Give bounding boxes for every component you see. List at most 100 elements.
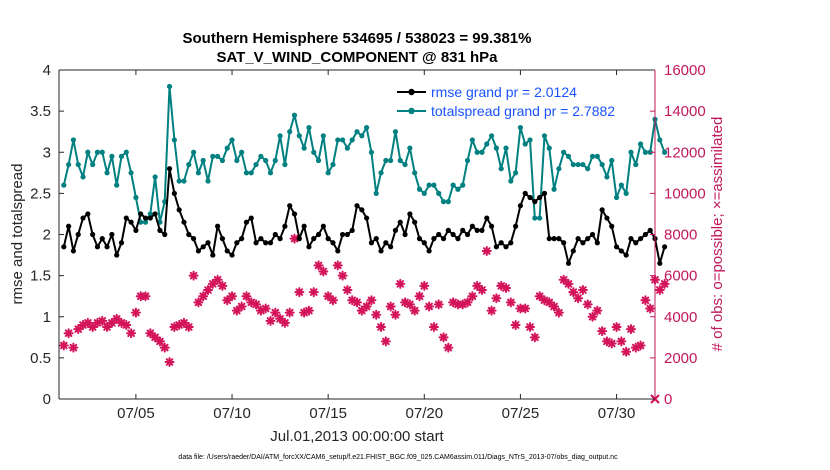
totalspread-point	[426, 182, 432, 188]
rmse-point	[330, 240, 336, 246]
axes-layer: 0 0.5 1 1.5 2 2.5 3 3.5 4 0 2000 4000 6000 8000 10000 1…	[30, 62, 706, 422]
rmse-point	[258, 236, 264, 242]
rmse-point	[556, 236, 562, 242]
rmse-point	[195, 248, 201, 254]
totalspread-point	[585, 166, 591, 172]
rmse-point	[234, 240, 240, 246]
rmse-point	[248, 215, 254, 221]
rmse-point	[508, 240, 514, 246]
totalspread-point	[229, 137, 235, 143]
obs-marker	[433, 299, 444, 310]
totalspread-point	[488, 133, 495, 139]
rmse-point	[181, 219, 187, 225]
legend-spread-marker	[408, 107, 415, 115]
rmse-point	[580, 240, 586, 246]
obs-marker	[443, 342, 454, 353]
rmse-point	[609, 223, 615, 229]
totalspread-point	[190, 149, 197, 155]
rmse-point	[306, 244, 312, 250]
rmse-point	[392, 227, 399, 233]
obs-marker	[505, 297, 516, 308]
rmse-point	[320, 223, 326, 229]
x-tick-label: 07/10	[213, 405, 251, 422]
x-tick-label: 07/05	[117, 405, 155, 422]
totalspread-point	[493, 145, 499, 151]
totalspread-point	[181, 178, 187, 184]
obs-marker	[587, 311, 598, 322]
totalspread-point	[513, 170, 519, 176]
y-tick-label-right: 16000	[664, 62, 706, 79]
obs-marker	[164, 356, 175, 367]
rmse-point	[402, 231, 408, 238]
obs-marker	[371, 309, 382, 320]
obs-marker	[217, 280, 228, 291]
totalspread-point	[128, 170, 134, 176]
obs-marker	[87, 322, 98, 333]
obs-marker	[323, 291, 334, 302]
obs-marker	[621, 346, 632, 357]
totalspread-point	[99, 149, 105, 155]
totalspread-point	[301, 145, 307, 151]
rmse-point	[80, 215, 86, 221]
obs-marker	[611, 322, 622, 333]
rmse-point	[176, 207, 182, 213]
totalspread-point	[248, 170, 254, 176]
rmse-point	[637, 236, 644, 242]
rmse-point	[368, 240, 375, 246]
obs-marker	[159, 342, 170, 353]
totalspread-point	[637, 141, 644, 147]
totalspread-point	[416, 186, 423, 192]
y-tick-label-left: 2.5	[30, 185, 51, 202]
obs-marker	[395, 278, 406, 289]
rmse-point	[613, 244, 620, 250]
totalspread-point	[450, 182, 456, 188]
totalspread-point	[479, 149, 485, 155]
obs-marker	[289, 233, 300, 244]
x-tick-label: 07/25	[502, 405, 540, 422]
totalspread-point	[642, 149, 648, 155]
totalspread-point	[469, 137, 475, 143]
rmse-point	[311, 236, 317, 242]
obs-marker	[126, 328, 137, 339]
rmse-point	[291, 211, 298, 217]
rmse-point	[628, 236, 634, 242]
obs-marker	[73, 324, 84, 335]
obs-marker	[659, 278, 670, 289]
obs-marker	[438, 332, 449, 343]
totalspread-point	[604, 174, 610, 180]
rmse-point	[354, 203, 360, 209]
rmse-point	[162, 231, 168, 238]
rmse-point	[325, 236, 331, 242]
rmse-point	[407, 211, 413, 217]
rmse-point	[488, 223, 495, 229]
totalspread-point	[633, 161, 639, 168]
y-tick-label-left: 0	[43, 391, 51, 408]
rmse-point	[585, 236, 591, 242]
rmse-point	[296, 236, 302, 242]
y-tick-label-left: 1.5	[30, 268, 51, 285]
obs-marker	[597, 326, 608, 337]
totalspread-point	[215, 153, 221, 159]
totalspread-point	[498, 166, 504, 172]
obs-marker	[130, 307, 141, 318]
obs-marker	[529, 332, 540, 343]
obs-marker	[265, 315, 276, 326]
obs-marker	[270, 307, 281, 318]
rmse-point	[551, 236, 557, 242]
obs-marker	[549, 301, 560, 312]
totalspread-point	[354, 129, 360, 135]
totalspread-point	[561, 149, 567, 155]
totalspread-point	[94, 149, 101, 155]
y-tick-label-left: 1	[43, 309, 51, 326]
obs-marker	[582, 299, 593, 310]
rmse-point	[94, 244, 101, 250]
rmse-point	[464, 231, 471, 238]
totalspread-point	[80, 174, 86, 180]
totalspread-point	[330, 161, 336, 168]
totalspread-point	[392, 129, 399, 135]
obs-marker	[58, 340, 69, 351]
rmse-point	[210, 252, 216, 258]
obs-marker	[563, 278, 574, 289]
legend-spread-label: totalspread grand pr = 2.7882	[431, 103, 615, 119]
obs-marker	[380, 336, 391, 347]
